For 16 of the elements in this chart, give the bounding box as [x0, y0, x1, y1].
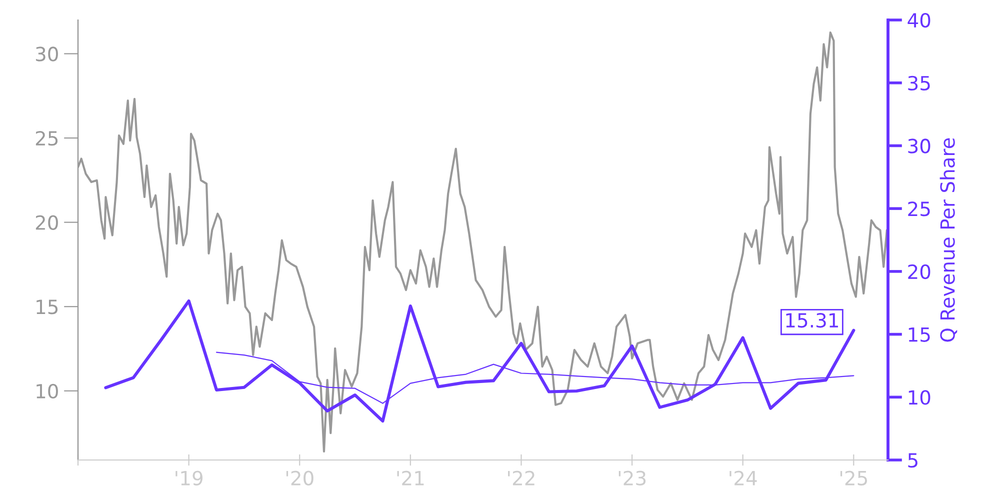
data-label: 15.31 [786, 312, 838, 328]
y-tick-label: 25 [36, 130, 58, 146]
y-tick-label: 15 [36, 300, 58, 314]
line-series [104, 299, 856, 423]
y2-tick-label: 25 [908, 202, 930, 216]
y2-axis-title: Q Revenue Per Share [940, 138, 958, 342]
y2-tick-label: 35 [908, 76, 930, 91]
y2-tick-label: 20 [908, 264, 930, 280]
y2-tick-label: 10 [908, 390, 930, 405]
y-tick-label: 30 [36, 46, 58, 62]
y2-tick-label: 40 [908, 12, 930, 28]
y2-tick-label: 15 [908, 327, 930, 342]
y-tick-label: 20 [36, 215, 58, 230]
y2-tick-label: 5 [908, 453, 918, 468]
y-tick-label: 10 [36, 384, 58, 399]
y2-tick-label: 30 [908, 138, 930, 154]
